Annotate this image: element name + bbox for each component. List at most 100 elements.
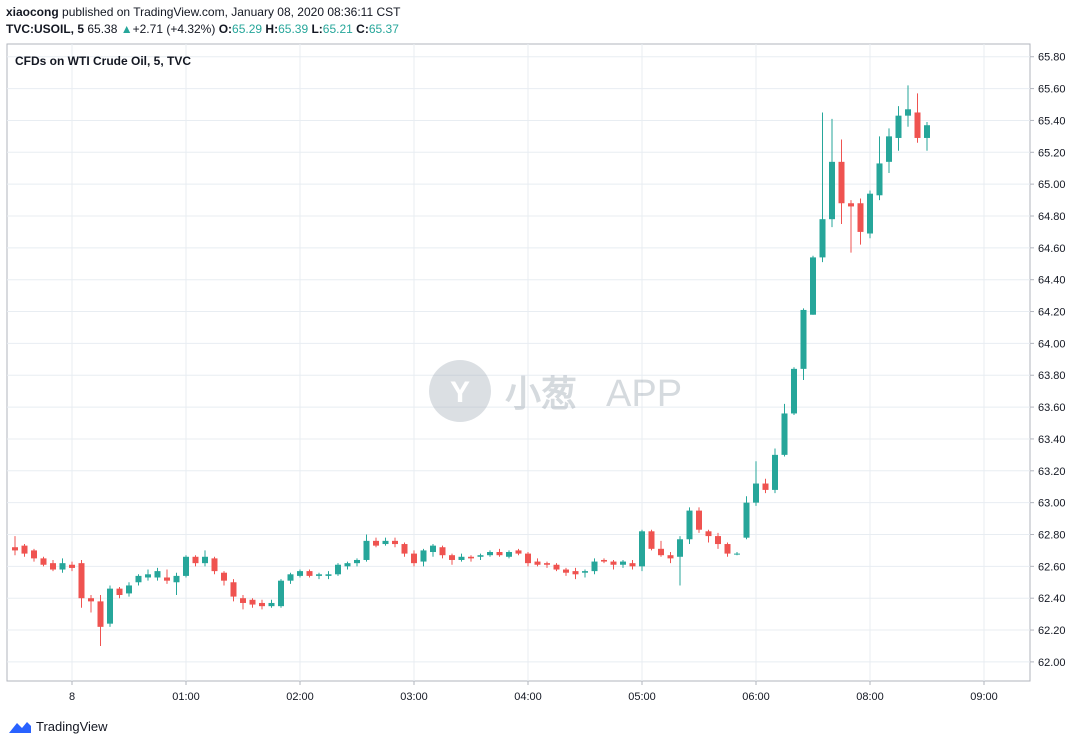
candle[interactable] xyxy=(297,569,303,578)
candle[interactable] xyxy=(221,571,227,586)
candle[interactable] xyxy=(829,118,835,228)
candle[interactable] xyxy=(838,139,845,224)
candle[interactable] xyxy=(506,550,512,559)
candle[interactable] xyxy=(344,561,351,570)
candle[interactable] xyxy=(40,556,47,567)
candle[interactable] xyxy=(648,529,655,551)
candle[interactable] xyxy=(126,582,132,597)
candle[interactable] xyxy=(69,561,75,572)
candle[interactable] xyxy=(677,536,683,586)
candle[interactable] xyxy=(59,558,66,573)
candle[interactable] xyxy=(800,308,807,381)
candle[interactable] xyxy=(810,255,816,315)
candle[interactable] xyxy=(363,534,370,562)
candle[interactable] xyxy=(848,200,854,253)
candle[interactable] xyxy=(572,567,579,580)
tradingview-brand[interactable]: TradingView xyxy=(36,719,108,734)
candle[interactable] xyxy=(12,536,18,556)
candle[interactable] xyxy=(145,569,151,581)
candle[interactable] xyxy=(31,548,37,562)
candle[interactable] xyxy=(449,553,455,565)
candle[interactable] xyxy=(610,559,617,570)
candle[interactable] xyxy=(230,579,237,602)
candle[interactable] xyxy=(724,542,731,557)
candle[interactable] xyxy=(553,563,560,572)
candle[interactable] xyxy=(791,367,797,416)
candle[interactable] xyxy=(107,585,113,627)
candle[interactable] xyxy=(525,552,531,567)
candle[interactable] xyxy=(762,478,769,494)
candle[interactable] xyxy=(772,448,778,494)
candle[interactable] xyxy=(268,599,275,608)
candle[interactable] xyxy=(173,572,180,596)
candle[interactable] xyxy=(753,461,759,506)
candle[interactable] xyxy=(895,106,902,151)
candle[interactable] xyxy=(50,559,56,572)
candle[interactable] xyxy=(781,403,788,457)
candle[interactable] xyxy=(88,595,94,613)
candle[interactable] xyxy=(696,507,702,533)
candle[interactable] xyxy=(354,558,360,567)
candle[interactable] xyxy=(116,587,123,599)
candle[interactable] xyxy=(667,552,674,564)
candle[interactable] xyxy=(487,550,493,557)
candle[interactable] xyxy=(544,561,550,568)
candle[interactable] xyxy=(468,555,474,562)
candle[interactable] xyxy=(515,548,522,556)
candle[interactable] xyxy=(629,559,636,570)
time-axis[interactable]: 8 01:00 02:00 03:00 04:00 05:00 06:00 08:00 09:0… xyxy=(69,681,998,703)
candle[interactable] xyxy=(97,595,104,646)
candle[interactable] xyxy=(905,85,911,127)
candle[interactable] xyxy=(401,542,408,557)
candle[interactable] xyxy=(439,545,446,559)
candle[interactable] xyxy=(591,558,598,575)
candle[interactable] xyxy=(734,552,740,556)
candle[interactable] xyxy=(924,122,930,151)
candle[interactable] xyxy=(392,537,398,548)
candle[interactable] xyxy=(382,537,389,546)
candle[interactable] xyxy=(458,553,465,562)
candle[interactable] xyxy=(21,544,28,557)
candle[interactable] xyxy=(78,559,85,608)
candle[interactable] xyxy=(658,540,664,557)
candle[interactable] xyxy=(420,548,427,567)
candle[interactable] xyxy=(202,550,208,567)
candle[interactable] xyxy=(639,529,645,572)
candle[interactable] xyxy=(715,532,721,549)
candle[interactable] xyxy=(278,579,284,608)
candle[interactable] xyxy=(316,572,322,580)
candle[interactable] xyxy=(534,558,541,567)
candle[interactable] xyxy=(857,198,864,245)
candle[interactable] xyxy=(249,598,256,608)
candle[interactable] xyxy=(496,548,503,557)
candle[interactable] xyxy=(876,136,883,201)
candle[interactable] xyxy=(411,550,417,567)
candle[interactable] xyxy=(686,507,693,545)
candle[interactable] xyxy=(287,572,294,584)
candle[interactable] xyxy=(192,555,199,567)
candle[interactable] xyxy=(743,496,750,540)
candle[interactable] xyxy=(705,529,712,543)
candle[interactable] xyxy=(582,569,588,578)
candle[interactable] xyxy=(183,555,189,578)
candle[interactable] xyxy=(373,537,379,548)
candle[interactable] xyxy=(430,544,436,557)
candle[interactable] xyxy=(886,128,892,173)
candle[interactable] xyxy=(335,563,341,576)
candle[interactable] xyxy=(306,569,313,578)
candle[interactable] xyxy=(914,93,921,143)
candle[interactable] xyxy=(240,595,246,610)
price-axis[interactable]: 62.00 62.20 62.40 62.60 62.80 63.00 63.20 63.40… xyxy=(1030,52,1066,669)
candle[interactable] xyxy=(154,567,161,581)
candle[interactable] xyxy=(477,553,484,560)
candle[interactable] xyxy=(601,558,607,564)
author-name[interactable]: xiaocong xyxy=(6,5,59,19)
candle[interactable] xyxy=(819,112,826,263)
candle[interactable] xyxy=(867,190,873,239)
candle[interactable] xyxy=(259,599,265,610)
candle[interactable] xyxy=(164,569,170,584)
candle[interactable] xyxy=(211,556,218,575)
candle[interactable] xyxy=(325,571,332,580)
candle[interactable] xyxy=(563,567,569,576)
candle[interactable] xyxy=(135,574,142,586)
